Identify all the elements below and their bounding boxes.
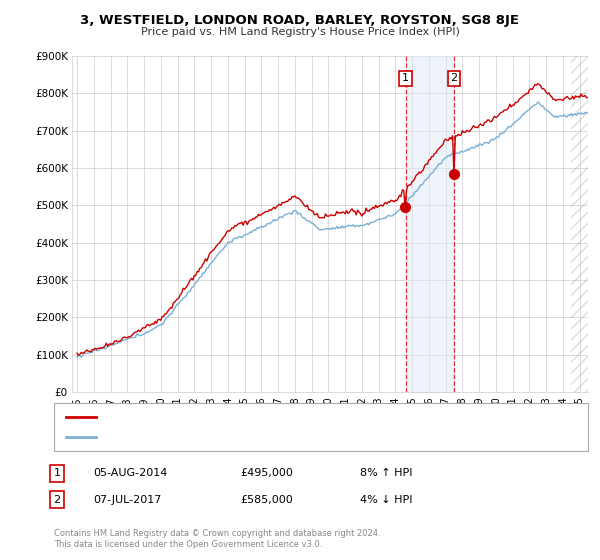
Text: 05-AUG-2014: 05-AUG-2014 — [93, 468, 167, 478]
Text: 1: 1 — [53, 468, 61, 478]
Text: 2: 2 — [53, 494, 61, 505]
Text: HPI: Average price, detached house, North Hertfordshire: HPI: Average price, detached house, Nort… — [102, 433, 370, 442]
Text: 1: 1 — [402, 73, 409, 83]
Text: £495,000: £495,000 — [240, 468, 293, 478]
Text: Price paid vs. HM Land Registry's House Price Index (HPI): Price paid vs. HM Land Registry's House … — [140, 27, 460, 37]
Text: 2: 2 — [451, 73, 458, 83]
Text: Contains HM Land Registry data © Crown copyright and database right 2024.
This d: Contains HM Land Registry data © Crown c… — [54, 529, 380, 549]
Text: 3, WESTFIELD, LONDON ROAD, BARLEY, ROYSTON, SG8 8JE (detached house): 3, WESTFIELD, LONDON ROAD, BARLEY, ROYST… — [102, 412, 469, 421]
Text: 07-JUL-2017: 07-JUL-2017 — [93, 494, 161, 505]
Text: 3, WESTFIELD, LONDON ROAD, BARLEY, ROYSTON, SG8 8JE: 3, WESTFIELD, LONDON ROAD, BARLEY, ROYST… — [80, 14, 520, 27]
Text: £585,000: £585,000 — [240, 494, 293, 505]
Text: 4% ↓ HPI: 4% ↓ HPI — [360, 494, 413, 505]
Text: 8% ↑ HPI: 8% ↑ HPI — [360, 468, 413, 478]
